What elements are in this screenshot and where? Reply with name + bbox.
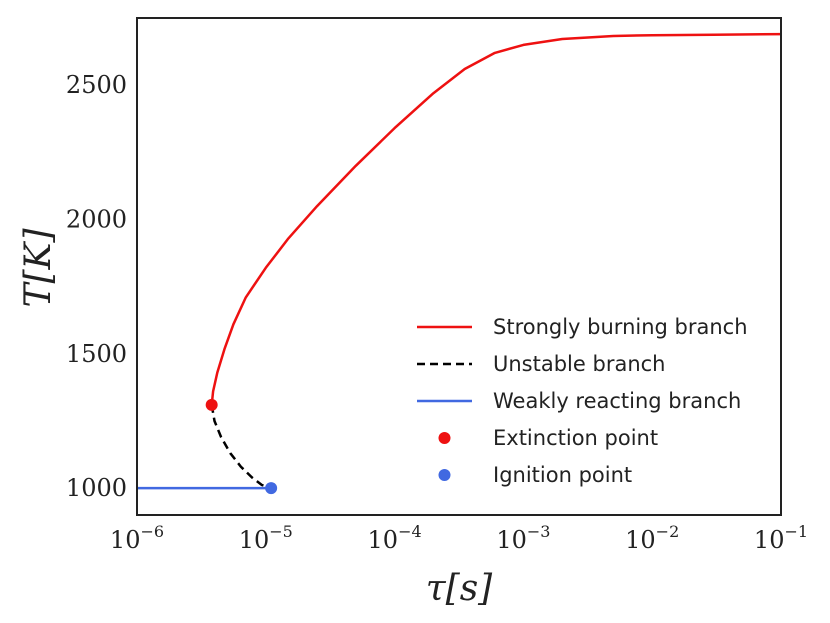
ignition-point-marker <box>265 482 278 495</box>
legend-label: Strongly burning branch <box>493 315 748 339</box>
legend: Strongly burning branch Unstable branch We… <box>417 315 748 487</box>
series-line-unstable-branch <box>210 404 272 490</box>
series-line-strongly-burning-branch <box>210 32 782 406</box>
extinction-point-marker <box>205 398 218 411</box>
x-tick-label: 10−5 <box>239 522 293 554</box>
series-layer <box>137 32 782 495</box>
x-tick-label: 10−6 <box>110 522 164 554</box>
legend-label: Ignition point <box>493 463 632 487</box>
legend-label: Weakly reacting branch <box>493 389 741 413</box>
legend-label: Extinction point <box>493 426 658 450</box>
plot-frame <box>136 17 782 516</box>
y-tick-label: 2500 <box>66 71 127 99</box>
x-axis-label: τ[s] <box>426 568 493 609</box>
y-tick-label: 2000 <box>66 205 127 233</box>
x-axis-ticks: 10−6 10−5 10−4 10−3 10−2 10−1 <box>110 522 808 554</box>
y-tick-label: 1500 <box>66 340 127 368</box>
y-axis-label: T[K] <box>18 228 59 308</box>
legend-label: Unstable branch <box>493 352 665 376</box>
legend-swatch <box>438 469 451 481</box>
x-tick-label: 10−1 <box>754 522 808 554</box>
legend-swatch <box>438 432 451 444</box>
x-tick-label: 10−2 <box>625 522 679 554</box>
y-axis-ticks: 1000 1500 2000 2500 <box>66 71 127 502</box>
x-tick-label: 10−3 <box>496 522 550 554</box>
y-tick-label: 1000 <box>66 474 127 502</box>
x-tick-label: 10−4 <box>368 522 422 554</box>
